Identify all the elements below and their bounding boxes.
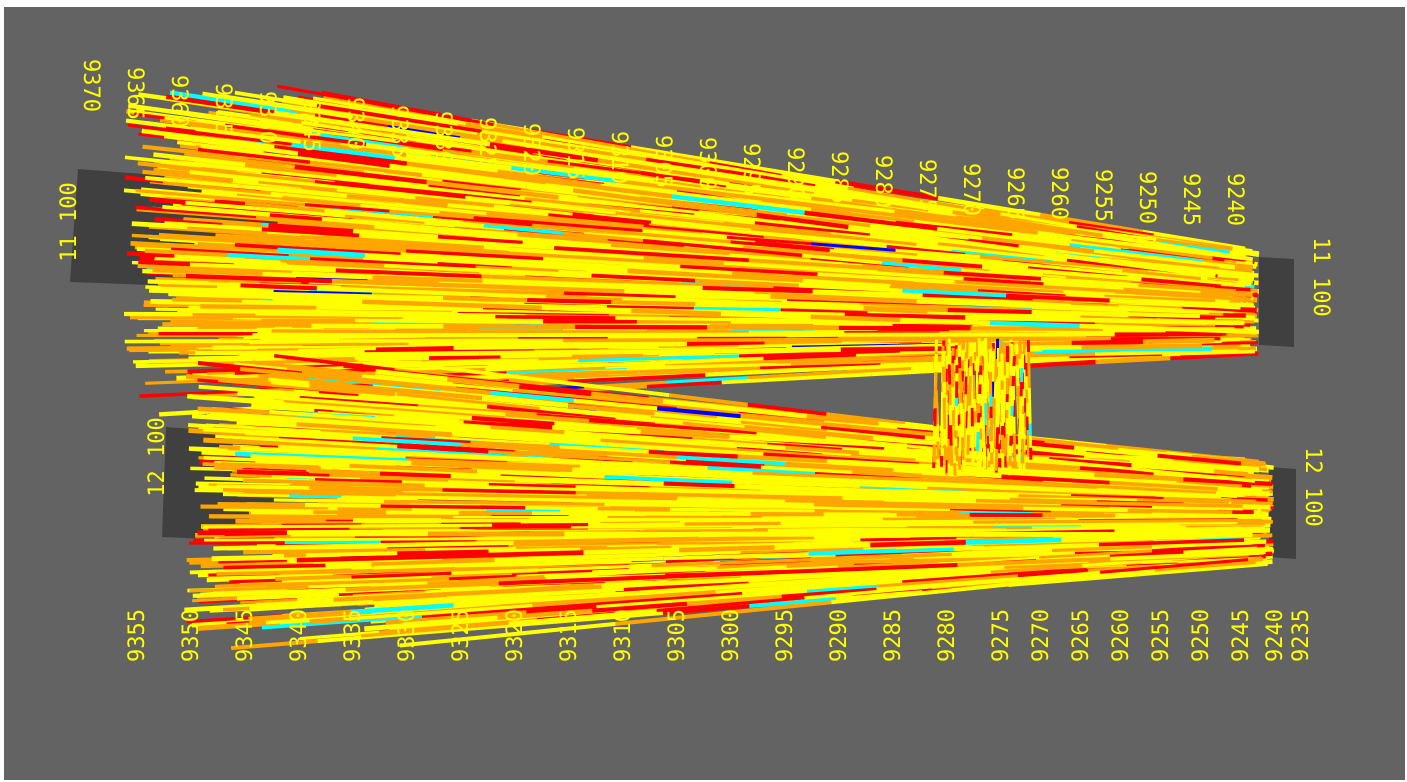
3d-viewport[interactable]: 11 100 11 100 9370 9365 9360 9355 9350 9… [4,7,1405,780]
fiber-segment [600,348,721,355]
fiber-segment [695,302,780,309]
fiber-segment [190,290,276,297]
fiber-segment [311,323,444,329]
fiber-segment [686,340,765,346]
fiber-segment [1031,310,1116,317]
fiber-segment [272,296,363,304]
fiber-segment [1085,317,1207,325]
fiber-segment [234,90,318,108]
fiber-segment [631,308,722,317]
fiber-segment [481,129,565,147]
fiber-segment [277,84,350,101]
fiber-segment [370,109,458,128]
fiber-segment [240,283,317,291]
fiber-segment [609,341,687,348]
fiber-segment [835,179,939,201]
fiber-segment [965,315,1086,323]
fiber-segment [1079,323,1170,332]
fiber-segment [316,103,400,121]
fiber-segment [1039,212,1144,235]
fiber-segment [495,314,616,320]
fiber-segment [421,110,494,127]
fiber-segment [255,312,376,317]
fiber-segment [238,352,360,359]
fiber-segment [393,289,470,297]
fiber-segment [531,343,610,349]
fiber-segment [200,304,317,310]
fiber-segment [937,195,1041,218]
fiber-segment [359,294,444,301]
fiber-segment [527,298,612,305]
fiber-segment [863,306,948,313]
fiber-segment [443,296,528,303]
lower-right-platform [1269,467,1296,559]
fiber-segment [732,162,836,184]
fiber-segment [283,95,371,114]
fiber-segment [720,347,841,354]
fiber-segment [359,351,480,357]
fiber-segment [375,313,496,319]
upper-right-platform [1259,257,1294,347]
fiber-segment [632,367,756,377]
fiber-segment [541,305,632,314]
fiber-segment [611,300,696,307]
fiber-segment [565,135,638,152]
fiber-segment [1169,326,1259,335]
fiber-segment [349,97,422,114]
fiber-strands [123,84,1275,651]
fiber-segment [451,302,542,311]
fiber-segment [375,345,454,352]
fiber-segment [707,325,839,331]
fiber-segment [443,324,576,329]
fiber-segment [453,344,532,351]
fiber-segment [1081,343,1203,350]
fiber-segment [989,320,1080,329]
fiber-segment [518,335,608,341]
fiber-segment [1115,312,1200,319]
fiber-segment [399,116,482,134]
fiber-segment [720,311,811,320]
fiber-segment [615,316,736,322]
fiber-segment [479,349,601,356]
fiber-segment [970,326,1103,332]
fiber-segment [429,353,501,360]
fiber-segment [779,304,864,311]
fiber-segment [1071,339,1144,346]
fiber-segment [469,291,547,300]
fiber-segment [316,286,394,294]
fiber-segment [1143,337,1215,345]
fiber-segment [493,122,566,139]
fiber-segment [274,292,360,299]
fiber-segment [563,142,647,160]
well-bundle-scene[interactable]: 11 100 11 100 9370 9365 9360 9355 9350 9… [4,7,1405,780]
fiber-segment [575,324,708,330]
fiber-segment [838,325,971,331]
fiber-segment [637,148,710,165]
fiber-segment [900,317,990,326]
fiber-segment [947,308,1032,315]
fiber-segment [810,314,901,323]
fiber-segment [362,299,453,307]
